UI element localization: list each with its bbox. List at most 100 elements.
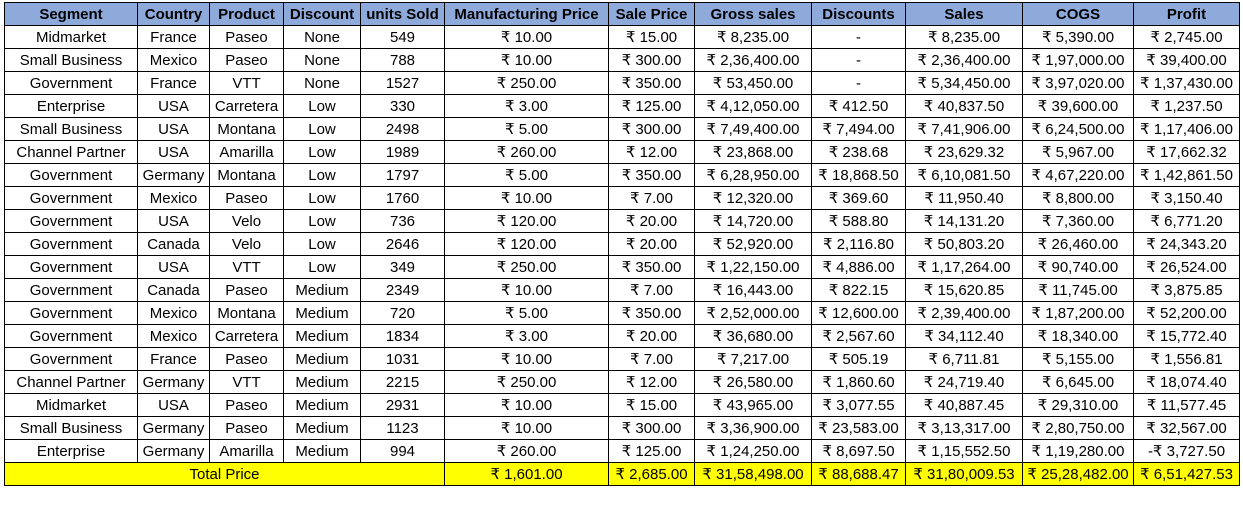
cell-profit[interactable]: -₹ 3,727.50 xyxy=(1133,439,1240,463)
cell-product[interactable]: Amarilla xyxy=(209,140,284,164)
cell-country[interactable]: Mexico xyxy=(137,48,210,72)
cell-country[interactable]: Germany xyxy=(137,416,210,440)
cell-product[interactable]: VTT xyxy=(209,370,284,394)
cell-sales[interactable]: ₹ 2,39,400.00 xyxy=(905,301,1023,325)
cell-country[interactable]: USA xyxy=(137,140,210,164)
cell-gross-sales[interactable]: ₹ 43,965.00 xyxy=(694,393,812,417)
cell-gross-sales[interactable]: ₹ 1,22,150.00 xyxy=(694,255,812,279)
cell-country[interactable]: USA xyxy=(137,393,210,417)
cell-gross-sales[interactable]: ₹ 1,24,250.00 xyxy=(694,439,812,463)
cell-sale-price[interactable]: ₹ 20.00 xyxy=(608,324,695,348)
cell-sale-price[interactable]: ₹ 15.00 xyxy=(608,25,695,49)
cell-sales[interactable]: ₹ 40,837.50 xyxy=(905,94,1023,118)
cell-units-sold[interactable]: 2931 xyxy=(360,393,445,417)
cell-gross-sales[interactable]: ₹ 2,52,000.00 xyxy=(694,301,812,325)
cell-sales[interactable]: ₹ 1,15,552.50 xyxy=(905,439,1023,463)
cell-sales[interactable]: ₹ 1,17,264.00 xyxy=(905,255,1023,279)
cell-units-sold[interactable]: 720 xyxy=(360,301,445,325)
cell-discount[interactable]: Medium xyxy=(283,301,361,325)
cell-manufacturing-price[interactable]: ₹ 260.00 xyxy=(444,439,609,463)
cell-sale-price[interactable]: ₹ 7.00 xyxy=(608,278,695,302)
cell-sale-price[interactable]: ₹ 300.00 xyxy=(608,416,695,440)
cell-product[interactable]: Paseo xyxy=(209,393,284,417)
cell-discounts[interactable]: ₹ 18,868.50 xyxy=(811,163,906,187)
cell-segment[interactable]: Small Business xyxy=(4,48,138,72)
cell-profit[interactable]: ₹ 32,567.00 xyxy=(1133,416,1240,440)
cell-profit[interactable]: ₹ 11,577.45 xyxy=(1133,393,1240,417)
cell-segment[interactable]: Enterprise xyxy=(4,94,138,118)
cell-units-sold[interactable]: 1123 xyxy=(360,416,445,440)
cell-units-sold[interactable]: 549 xyxy=(360,25,445,49)
cell-units-sold[interactable]: 349 xyxy=(360,255,445,279)
cell-sale-price[interactable]: ₹ 20.00 xyxy=(608,209,695,233)
cell-sales[interactable]: ₹ 5,34,450.00 xyxy=(905,71,1023,95)
cell-sale-price[interactable]: ₹ 12.00 xyxy=(608,370,695,394)
cell-gross-sales[interactable]: ₹ 7,49,400.00 xyxy=(694,117,812,141)
cell-sales[interactable]: ₹ 34,112.40 xyxy=(905,324,1023,348)
cell-units-sold[interactable]: 2498 xyxy=(360,117,445,141)
cell-gross-sales[interactable]: ₹ 36,680.00 xyxy=(694,324,812,348)
cell-country[interactable]: France xyxy=(137,347,210,371)
cell-manufacturing-price[interactable]: ₹ 10.00 xyxy=(444,416,609,440)
cell-discount[interactable]: None xyxy=(283,25,361,49)
cell-product[interactable]: Montana xyxy=(209,163,284,187)
header-cogs[interactable]: COGS xyxy=(1022,2,1134,26)
cell-segment[interactable]: Enterprise xyxy=(4,439,138,463)
header-units-sold[interactable]: units Sold xyxy=(360,2,445,26)
cell-profit[interactable]: ₹ 1,237.50 xyxy=(1133,94,1240,118)
cell-manufacturing-price[interactable]: ₹ 10.00 xyxy=(444,347,609,371)
cell-segment[interactable]: Government xyxy=(4,71,138,95)
cell-cogs[interactable]: ₹ 26,460.00 xyxy=(1022,232,1134,256)
cell-segment[interactable]: Small Business xyxy=(4,117,138,141)
cell-sales[interactable]: ₹ 50,803.20 xyxy=(905,232,1023,256)
cell-segment[interactable]: Midmarket xyxy=(4,25,138,49)
cell-sales[interactable]: ₹ 8,235.00 xyxy=(905,25,1023,49)
cell-units-sold[interactable]: 736 xyxy=(360,209,445,233)
cell-product[interactable]: Paseo xyxy=(209,416,284,440)
cell-profit[interactable]: ₹ 1,17,406.00 xyxy=(1133,117,1240,141)
cell-manufacturing-price[interactable]: ₹ 250.00 xyxy=(444,370,609,394)
cell-discount[interactable]: Medium xyxy=(283,370,361,394)
cell-gross-sales[interactable]: ₹ 4,12,050.00 xyxy=(694,94,812,118)
cell-sales[interactable]: ₹ 6,10,081.50 xyxy=(905,163,1023,187)
header-discount[interactable]: Discount xyxy=(283,2,361,26)
cell-manufacturing-price[interactable]: ₹ 10.00 xyxy=(444,393,609,417)
cell-country[interactable]: Mexico xyxy=(137,186,210,210)
cell-discount[interactable]: None xyxy=(283,71,361,95)
cell-sale-price[interactable]: ₹ 15.00 xyxy=(608,393,695,417)
cell-product[interactable]: Paseo xyxy=(209,347,284,371)
cell-sale-price[interactable]: ₹ 20.00 xyxy=(608,232,695,256)
cell-product[interactable]: VTT xyxy=(209,71,284,95)
cell-country[interactable]: USA xyxy=(137,117,210,141)
cell-product[interactable]: Velo xyxy=(209,209,284,233)
cell-discounts[interactable]: ₹ 7,494.00 xyxy=(811,117,906,141)
cell-sale-price[interactable]: ₹ 350.00 xyxy=(608,301,695,325)
cell-segment[interactable]: Government xyxy=(4,324,138,348)
cell-sale-price[interactable]: ₹ 7.00 xyxy=(608,347,695,371)
cell-gross-sales[interactable]: ₹ 2,36,400.00 xyxy=(694,48,812,72)
cell-sales[interactable]: ₹ 24,719.40 xyxy=(905,370,1023,394)
cell-cogs[interactable]: ₹ 3,97,020.00 xyxy=(1022,71,1134,95)
cell-product[interactable]: Montana xyxy=(209,301,284,325)
cell-discounts[interactable]: - xyxy=(811,25,906,49)
cell-units-sold[interactable]: 994 xyxy=(360,439,445,463)
cell-segment[interactable]: Government xyxy=(4,347,138,371)
cell-gross-sales[interactable]: ₹ 6,28,950.00 xyxy=(694,163,812,187)
cell-discounts[interactable]: ₹ 588.80 xyxy=(811,209,906,233)
cell-discount[interactable]: Medium xyxy=(283,278,361,302)
header-manufacturing-price[interactable]: Manufacturing Price xyxy=(444,2,609,26)
total-manufacturing-price[interactable]: ₹ 1,601.00 xyxy=(444,462,609,486)
cell-gross-sales[interactable]: ₹ 12,320.00 xyxy=(694,186,812,210)
cell-discounts[interactable]: ₹ 2,567.60 xyxy=(811,324,906,348)
cell-manufacturing-price[interactable]: ₹ 10.00 xyxy=(444,186,609,210)
cell-gross-sales[interactable]: ₹ 3,36,900.00 xyxy=(694,416,812,440)
cell-profit[interactable]: ₹ 3,875.85 xyxy=(1133,278,1240,302)
header-sale-price[interactable]: Sale Price xyxy=(608,2,695,26)
cell-cogs[interactable]: ₹ 18,340.00 xyxy=(1022,324,1134,348)
cell-country[interactable]: Germany xyxy=(137,439,210,463)
cell-product[interactable]: Paseo xyxy=(209,25,284,49)
cell-segment[interactable]: Midmarket xyxy=(4,393,138,417)
cell-discount[interactable]: Low xyxy=(283,232,361,256)
cell-cogs[interactable]: ₹ 11,745.00 xyxy=(1022,278,1134,302)
cell-country[interactable]: Mexico xyxy=(137,324,210,348)
